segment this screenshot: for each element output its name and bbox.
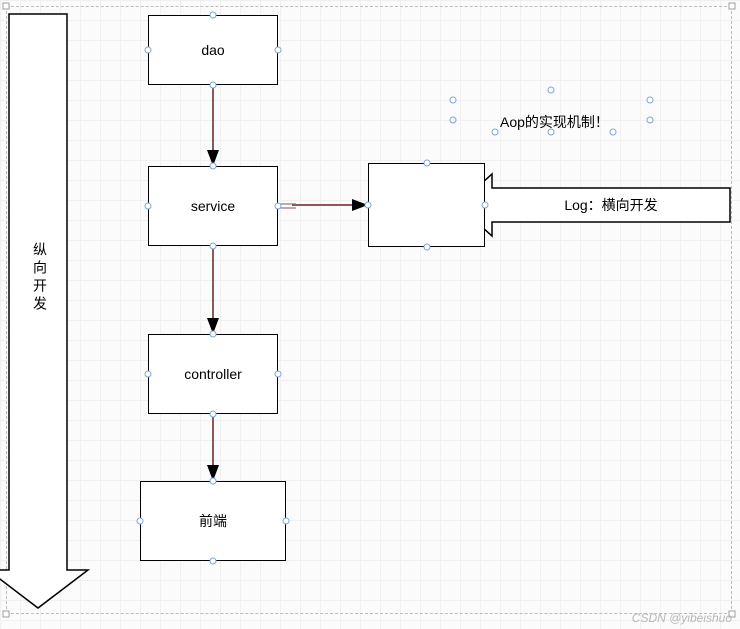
connection-handle[interactable]: [210, 82, 217, 89]
node-label: 前端: [199, 511, 227, 531]
connection-handle[interactable]: [145, 203, 152, 210]
node-frontend[interactable]: 前端: [140, 481, 286, 561]
diagram-canvas: Log：横向开发 纵向开发 Aop的实现机制！ daoservicecontro…: [0, 0, 740, 629]
connection-handle[interactable]: [210, 12, 217, 19]
node-dao[interactable]: dao: [148, 15, 278, 85]
connection-handle[interactable]: [210, 331, 217, 338]
connection-handle[interactable]: [137, 518, 144, 525]
node-service[interactable]: service: [148, 166, 278, 246]
node-label: dao: [201, 42, 224, 58]
aop-text-label: Aop的实现机制！: [500, 112, 609, 132]
connection-handle[interactable]: [210, 558, 217, 565]
node-label: service: [191, 198, 235, 214]
node-controller[interactable]: controller: [148, 334, 278, 414]
connection-handle[interactable]: [275, 203, 282, 210]
connection-handle[interactable]: [283, 518, 290, 525]
connection-handle[interactable]: [210, 163, 217, 170]
connection-handle[interactable]: [275, 371, 282, 378]
connection-handle[interactable]: [482, 202, 489, 209]
connection-handle[interactable]: [365, 202, 372, 209]
selection-corner-handle[interactable]: [729, 3, 736, 10]
connection-handle[interactable]: [145, 371, 152, 378]
vertical-arrow-label: 纵向开发: [30, 242, 50, 314]
connection-handle[interactable]: [210, 243, 217, 250]
text-selection-handle[interactable]: [450, 117, 457, 124]
connection-handle[interactable]: [423, 160, 430, 167]
connection-handle[interactable]: [145, 47, 152, 54]
connection-handle[interactable]: [275, 47, 282, 54]
text-selection-handle[interactable]: [548, 129, 555, 136]
text-selection-handle[interactable]: [647, 117, 654, 124]
watermark: CSDN @yibeishuo: [632, 611, 732, 625]
text-selection-handle[interactable]: [610, 129, 617, 136]
text-selection-handle[interactable]: [647, 97, 654, 104]
selection-corner-handle[interactable]: [3, 3, 10, 10]
node-label: controller: [184, 366, 242, 382]
selection-corner-handle[interactable]: [3, 611, 10, 618]
node-aopbox[interactable]: [368, 163, 485, 247]
connection-handle[interactable]: [210, 478, 217, 485]
text-selection-handle[interactable]: [450, 97, 457, 104]
connection-handle[interactable]: [423, 244, 430, 251]
text-selection-handle[interactable]: [492, 129, 499, 136]
selection-frame: [6, 6, 732, 614]
text-selection-handle[interactable]: [548, 87, 555, 94]
connection-handle[interactable]: [210, 411, 217, 418]
